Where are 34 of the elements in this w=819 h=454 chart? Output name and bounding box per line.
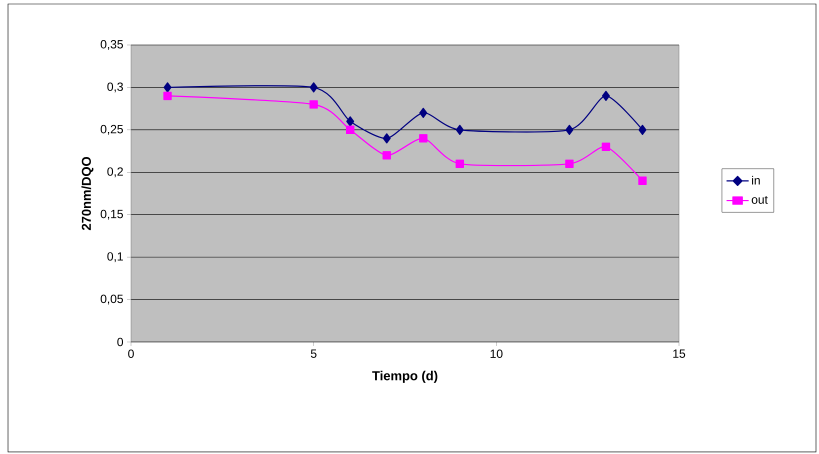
point [310,82,318,93]
point [419,108,428,118]
point [456,160,464,168]
y-axis-title: 270nm/DQO [81,156,94,230]
point [309,100,318,109]
x-tick-label: 0 [128,350,134,358]
point [456,124,464,135]
y-tick-label: 0,1 [107,252,123,262]
y-tick-label: 0,25 [100,124,123,135]
point [602,142,610,152]
point [638,176,647,185]
point [565,124,574,135]
point [164,82,172,93]
legend-label: in [752,176,760,184]
point [565,160,574,168]
point [638,124,646,135]
y-tick-label: 0,2 [107,167,123,178]
point [346,126,354,134]
x-tick-label: 5 [310,350,316,358]
y-tick-label: 0,05 [100,294,123,304]
point [602,90,610,101]
point [419,134,428,143]
point [382,133,391,144]
y-tick-label: 0,3 [107,82,123,92]
point [382,151,391,160]
point [163,92,172,100]
x-tick-label: 15 [673,350,686,358]
y-tick-label: 0 [117,338,124,346]
legend-label: out [752,196,768,204]
y-tick-label: 0,35 [100,40,123,50]
point [346,116,354,126]
x-axis-title: Tiempo (d) [372,370,438,383]
x-tick-label: 10 [490,350,503,358]
y-tick-label: 0,15 [100,210,123,220]
